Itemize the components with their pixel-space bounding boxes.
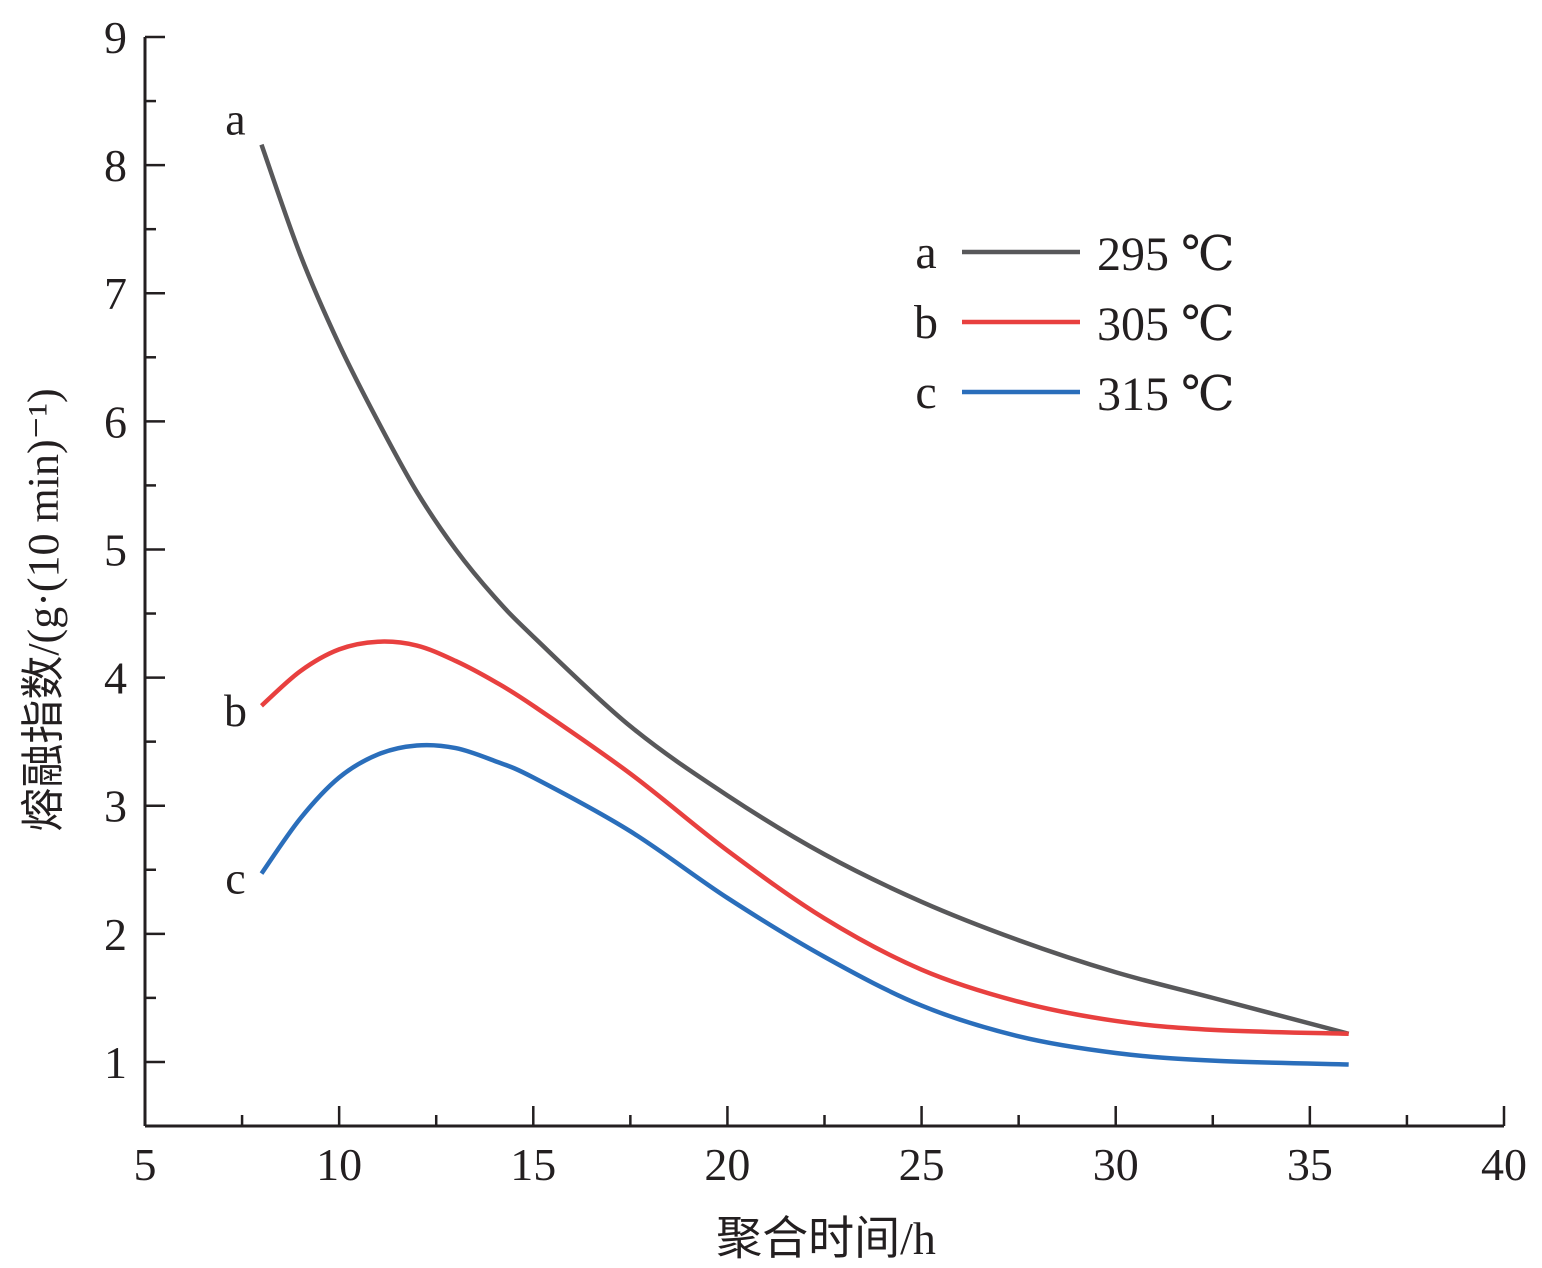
x-tick-label: 35 xyxy=(1287,1139,1333,1190)
y-axis-label: 熔融指数/(g·(10 min)⁻¹) xyxy=(19,388,68,831)
y-tick-label: 6 xyxy=(104,396,127,447)
legend: a 295 ℃ b 305 ℃ c 315 ℃ xyxy=(914,226,1235,421)
legend-key-b: b xyxy=(914,296,938,349)
y-tick-label: 3 xyxy=(104,781,127,832)
legend-label-a: 295 ℃ xyxy=(1097,228,1235,281)
series-line-a xyxy=(259,143,1350,1036)
curve-label-c: c xyxy=(225,853,245,904)
axes: 5 10 15 20 25 30 35 40 1 2 3 4 5 6 7 8 9 xyxy=(104,12,1527,1190)
y-tick-label: 9 xyxy=(104,12,127,63)
legend-label-c: 315 ℃ xyxy=(1097,368,1235,421)
curve-labels: a b c xyxy=(224,94,247,904)
series-line-b xyxy=(259,639,1349,1037)
legend-key-c: c xyxy=(915,366,936,419)
legend-label-b: 305 ℃ xyxy=(1097,298,1235,351)
x-tick-label: 5 xyxy=(134,1139,157,1190)
x-tick-label: 10 xyxy=(316,1139,362,1190)
y-tick-label: 8 xyxy=(104,140,127,191)
series-line-c xyxy=(259,742,1349,1067)
x-tick-label: 20 xyxy=(704,1139,750,1190)
series-lines xyxy=(259,143,1350,1067)
y-tick-label: 4 xyxy=(104,653,127,704)
y-tick-label: 1 xyxy=(104,1037,127,1088)
y-tick-label: 2 xyxy=(104,909,127,960)
y-tick-label: 5 xyxy=(104,524,127,575)
x-tick-label: 40 xyxy=(1481,1139,1527,1190)
x-axis-label: 聚合时间/h xyxy=(716,1213,936,1264)
x-tick-label: 15 xyxy=(510,1139,556,1190)
curve-label-a: a xyxy=(225,94,245,145)
x-tick-label: 25 xyxy=(899,1139,945,1190)
x-tick-label: 30 xyxy=(1093,1139,1139,1190)
y-tick-label: 7 xyxy=(104,268,127,319)
curve-label-b: b xyxy=(224,685,247,736)
legend-key-a: a xyxy=(915,226,936,279)
